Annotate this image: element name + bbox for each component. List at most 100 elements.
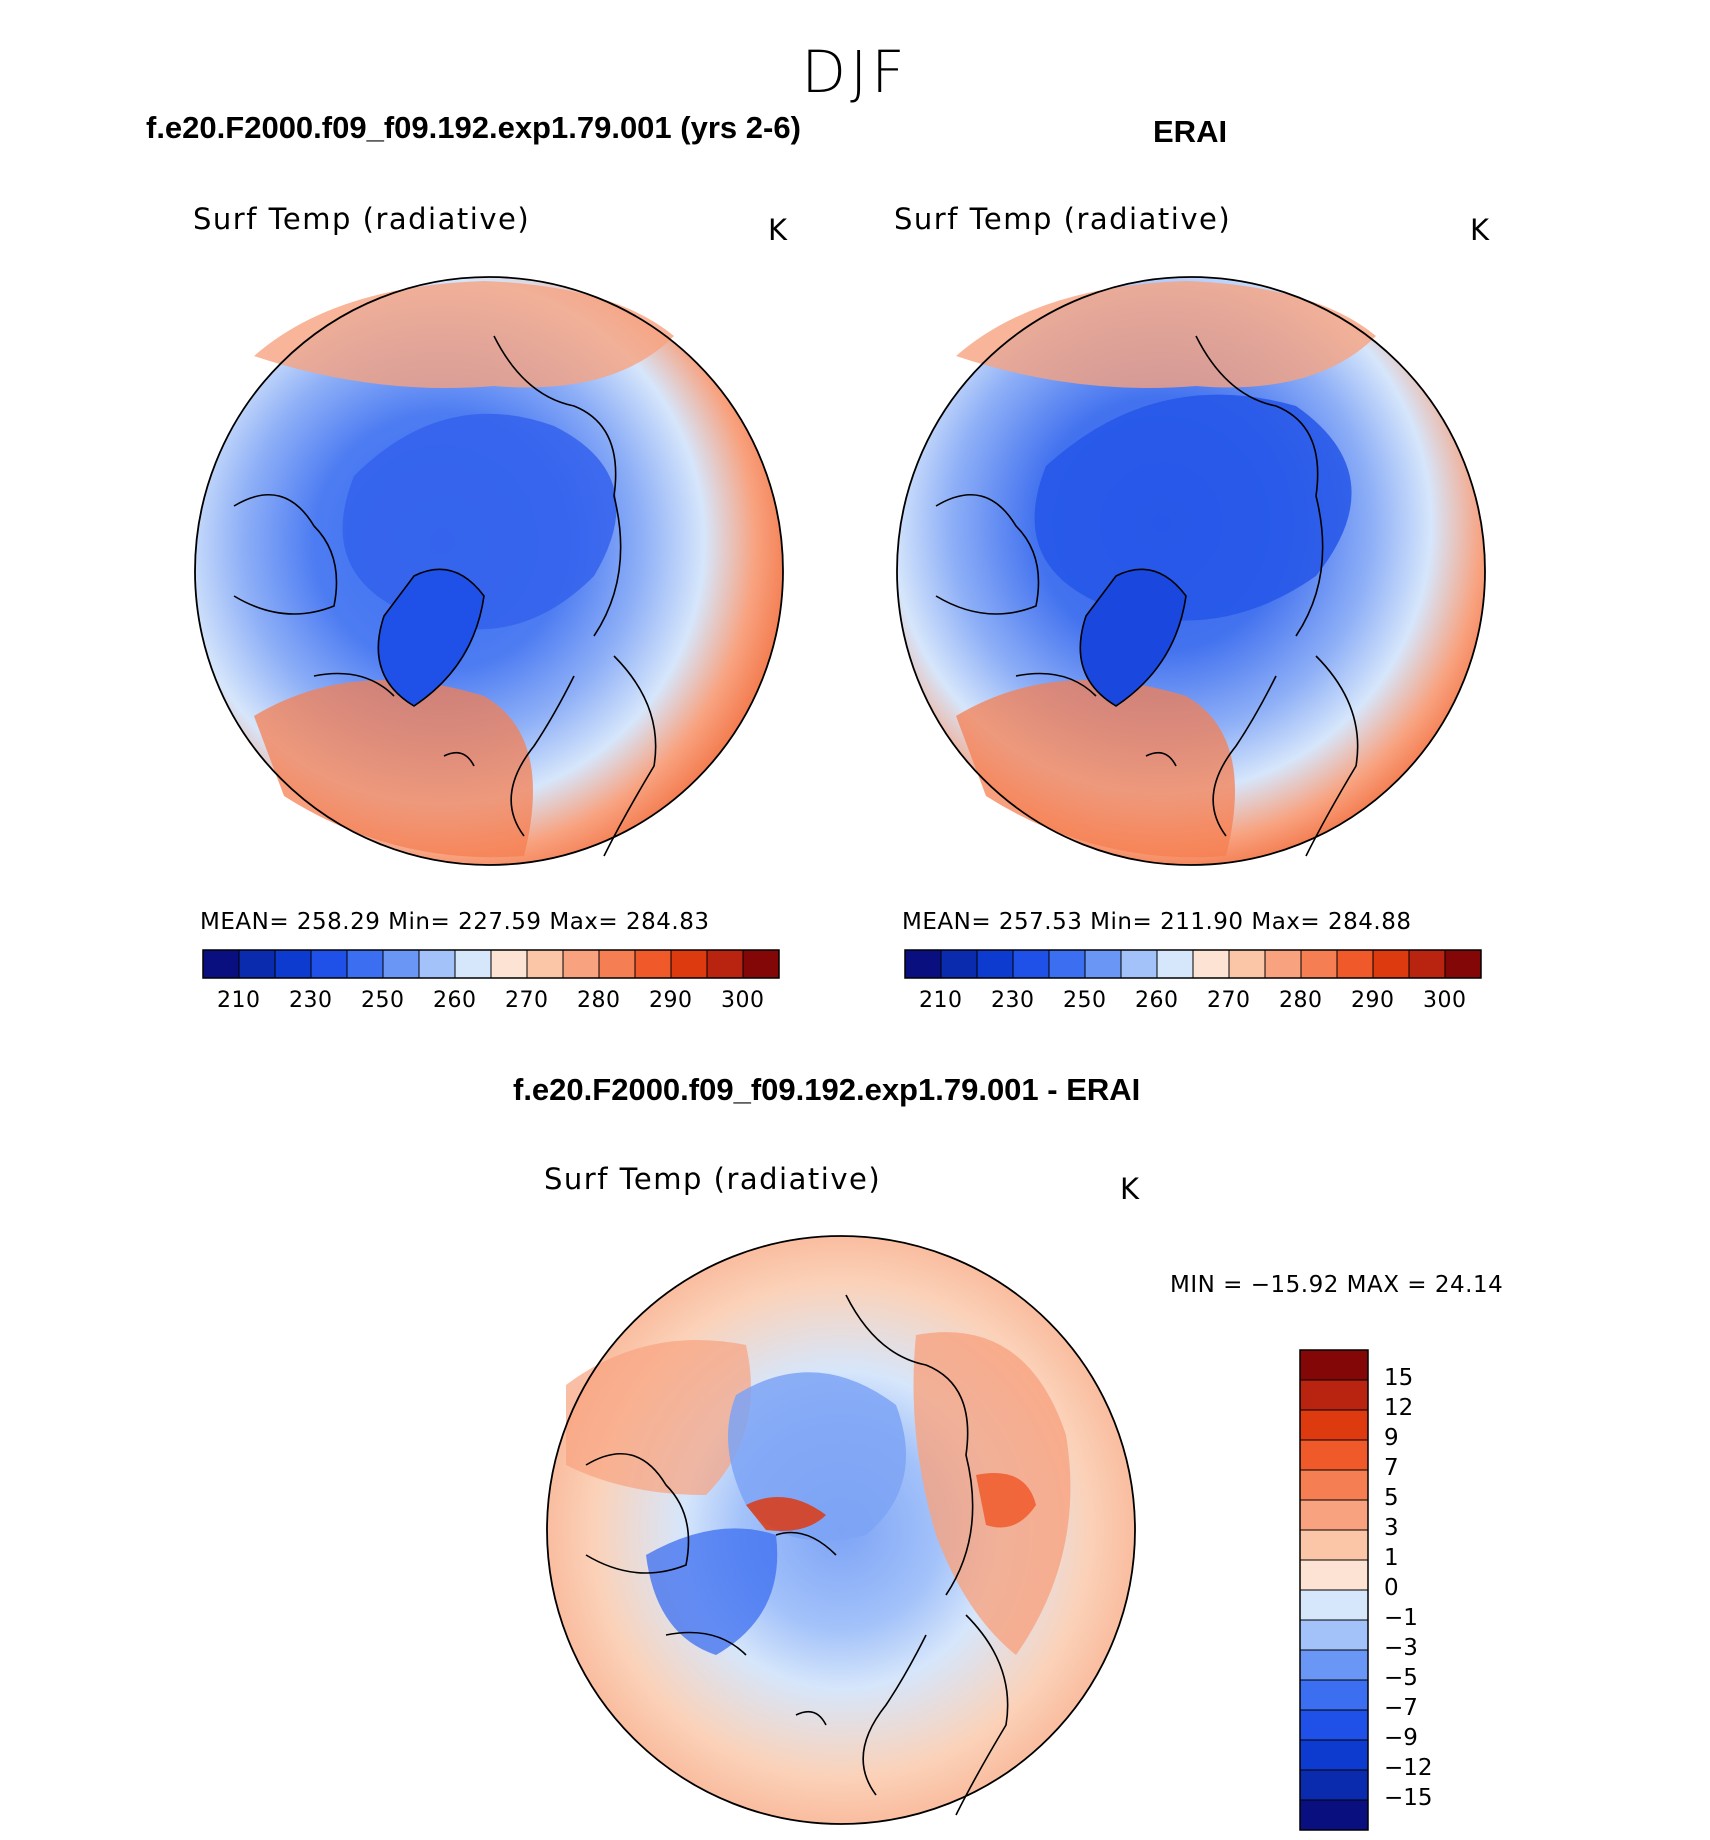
difference-colorbar-tick-label: −15 xyxy=(1384,1785,1433,1811)
model-coastlines xyxy=(233,335,657,857)
erai-colorbar-swatch xyxy=(1192,949,1230,979)
difference-colorbar-tick-label: 0 xyxy=(1384,1575,1399,1601)
model-colorbar-swatch xyxy=(562,949,600,979)
difference-colorbar xyxy=(1299,1349,1369,1831)
model-cold-core xyxy=(342,413,617,630)
model-colorbar-tick-label: 300 xyxy=(721,988,765,1013)
erai-colorbar-swatch xyxy=(1372,949,1410,979)
difference-colorbar-tick-label: 5 xyxy=(1384,1485,1399,1511)
erai-colorbar-swatch xyxy=(940,949,978,979)
erai-colorbar-swatch xyxy=(1336,949,1374,979)
model-colorbar-swatch xyxy=(670,949,708,979)
model-colorbar-swatch xyxy=(274,949,312,979)
difference-warm-canada xyxy=(566,1340,751,1495)
difference-header: f.e20.F2000.f09_f09.192.exp1.79.001 - ER… xyxy=(513,1072,1141,1107)
difference-colorbar-swatch xyxy=(1299,1799,1369,1831)
difference-polar-map xyxy=(546,1235,1136,1825)
erai-colorbar-swatch xyxy=(1156,949,1194,979)
model-colorbar-swatches xyxy=(202,949,780,979)
erai-colorbar-swatch xyxy=(1228,949,1266,979)
difference-colorbar-tick-label: 7 xyxy=(1384,1455,1399,1481)
difference-colorbar-tick-label: −12 xyxy=(1384,1755,1433,1781)
difference-colorbar-swatch xyxy=(1299,1499,1369,1531)
erai-colorbar-swatches xyxy=(904,949,1482,979)
difference-colorbar-tick-label: 15 xyxy=(1384,1365,1414,1391)
erai-units-label: K xyxy=(1470,213,1490,247)
erai-stats: MEAN= 257.53 Min= 211.90 Max= 284.88 xyxy=(902,909,1412,935)
model-colorbar-tick-label: 270 xyxy=(505,988,549,1013)
model-warm-anomaly-pacific xyxy=(254,281,674,388)
model-panel-header: f.e20.F2000.f09_f09.192.exp1.79.001 (yrs… xyxy=(146,110,801,145)
difference-colorbar-swatch xyxy=(1299,1769,1369,1801)
model-colorbar-tick-label: 280 xyxy=(577,988,621,1013)
model-colorbar-swatch xyxy=(742,949,780,979)
erai-colorbar-tick-label: 250 xyxy=(1063,988,1107,1013)
erai-colorbar-tick-label: 230 xyxy=(991,988,1035,1013)
model-variable-label: Surf Temp (radiative) xyxy=(193,202,531,236)
difference-coastlines xyxy=(585,1294,1009,1816)
model-colorbar-swatch xyxy=(238,949,276,979)
difference-colorbar-swatch xyxy=(1299,1619,1369,1651)
erai-colorbar-tick-label: 210 xyxy=(919,988,963,1013)
erai-colorbar-swatch xyxy=(1300,949,1338,979)
erai-colorbar-swatch xyxy=(976,949,1014,979)
difference-colorbar-swatch xyxy=(1299,1349,1369,1381)
model-stats: MEAN= 258.29 Min= 227.59 Max= 284.83 xyxy=(200,909,710,935)
difference-colorbar-swatch xyxy=(1299,1409,1369,1441)
difference-colorbar-tick-label: −1 xyxy=(1384,1605,1418,1631)
difference-colorbar-swatch xyxy=(1299,1379,1369,1411)
model-units-label: K xyxy=(768,213,788,247)
model-colorbar-tick-label: 290 xyxy=(649,988,693,1013)
erai-colorbar-swatch xyxy=(1084,949,1122,979)
difference-minmax: MIN = −15.92 MAX = 24.14 xyxy=(1170,1272,1504,1298)
model-colorbar-tick-label: 260 xyxy=(433,988,477,1013)
erai-colorbar-swatch xyxy=(1048,949,1086,979)
model-colorbar-swatch xyxy=(706,949,744,979)
difference-colorbar-tick-label: −9 xyxy=(1384,1725,1418,1751)
model-colorbar xyxy=(202,949,780,979)
difference-colorbar-swatch xyxy=(1299,1679,1369,1711)
difference-colorbar-tick-label: 9 xyxy=(1384,1425,1399,1451)
difference-units-label: K xyxy=(1120,1172,1140,1206)
model-colorbar-swatch xyxy=(202,949,240,979)
erai-colorbar-tick-label: 280 xyxy=(1279,988,1323,1013)
erai-colorbar-tick-label: 300 xyxy=(1423,988,1467,1013)
model-colorbar-swatch xyxy=(490,949,528,979)
erai-colorbar-tick-label: 270 xyxy=(1207,988,1251,1013)
erai-colorbar-swatch xyxy=(904,949,942,979)
difference-cold-greenland xyxy=(646,1528,778,1655)
erai-colorbar-swatch xyxy=(1444,949,1482,979)
difference-colorbar-swatch xyxy=(1299,1739,1369,1771)
erai-colorbar-tick-label: 290 xyxy=(1351,988,1395,1013)
difference-colorbar-tick-label: −5 xyxy=(1384,1665,1418,1691)
model-colorbar-tick-label: 250 xyxy=(361,988,405,1013)
erai-coastlines xyxy=(935,335,1359,857)
model-colorbar-swatch xyxy=(598,949,636,979)
erai-greenland xyxy=(1079,568,1187,707)
difference-colorbar-tick-label: 3 xyxy=(1384,1515,1399,1541)
difference-colorbar-tick-label: 12 xyxy=(1384,1395,1414,1421)
erai-colorbar-swatch xyxy=(1408,949,1446,979)
model-colorbar-swatch xyxy=(526,949,564,979)
model-greenland xyxy=(377,568,485,707)
difference-map-border xyxy=(546,1235,1136,1825)
model-map-border xyxy=(194,276,784,866)
erai-map-border xyxy=(896,276,1486,866)
model-colorbar-swatch xyxy=(382,949,420,979)
model-colorbar-swatch xyxy=(634,949,672,979)
difference-warm-archipelago xyxy=(746,1497,826,1531)
erai-colorbar-swatch xyxy=(1264,949,1302,979)
erai-warm-anomaly-atlantic xyxy=(956,680,1235,858)
erai-colorbar-swatch xyxy=(1120,949,1158,979)
erai-cold-core xyxy=(1034,394,1352,621)
difference-colorbar-swatch xyxy=(1299,1649,1369,1681)
difference-colorbar-swatch xyxy=(1299,1589,1369,1621)
erai-polar-map xyxy=(896,276,1486,866)
model-colorbar-swatch xyxy=(418,949,456,979)
difference-colorbar-swatch xyxy=(1299,1709,1369,1741)
model-colorbar-tick-label: 230 xyxy=(289,988,333,1013)
model-colorbar-swatch xyxy=(346,949,384,979)
difference-colorbar-swatches xyxy=(1299,1349,1369,1831)
difference-colorbar-tick-label: 1 xyxy=(1384,1545,1399,1571)
model-polar-map xyxy=(194,276,784,866)
